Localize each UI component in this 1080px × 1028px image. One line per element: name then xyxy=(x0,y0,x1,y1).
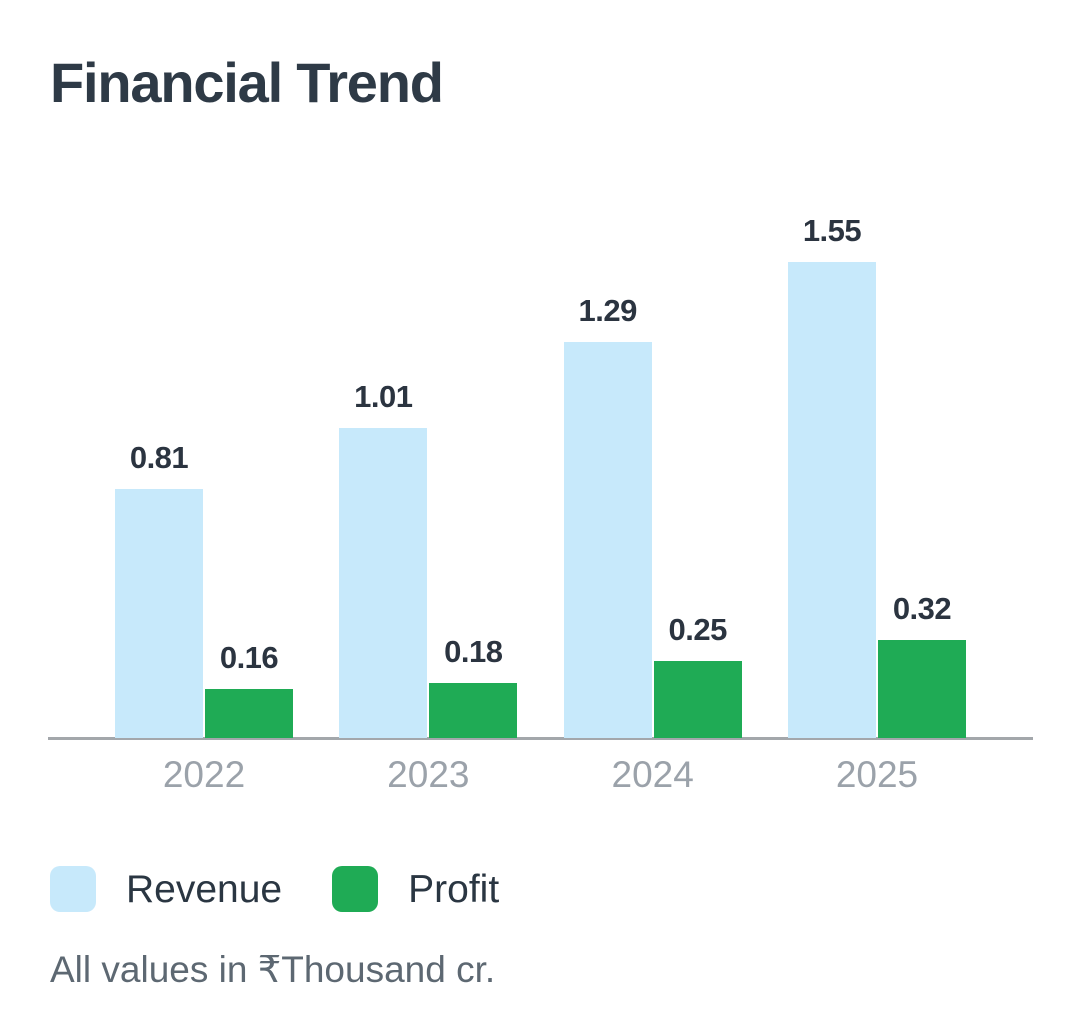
bar-profit-2024 xyxy=(653,661,742,738)
chart-title: Financial Trend xyxy=(50,51,444,114)
bar-value-label-profit-2023: 0.18 xyxy=(444,633,503,669)
bar-profit-2025 xyxy=(877,639,966,738)
chart-legend: Revenue Profit xyxy=(50,866,499,912)
units-note: All values in ₹Thousand cr. xyxy=(50,949,496,990)
legend-item-profit: Profit xyxy=(332,866,499,912)
bar-revenue-2025 xyxy=(787,262,876,738)
bar-profit-2023 xyxy=(429,682,518,738)
bar-revenue-2022 xyxy=(115,489,203,738)
bar-value-label-profit-2024: 0.25 xyxy=(668,612,727,648)
x-axis-label-2025: 2025 xyxy=(835,754,919,795)
x-axis-line xyxy=(48,737,1033,740)
bar-value-label-revenue-2023: 1.01 xyxy=(354,379,413,415)
bar-revenue-2023 xyxy=(339,428,428,738)
bar-profit-2022 xyxy=(205,688,293,738)
x-axis-label-2024: 2024 xyxy=(611,754,694,795)
bar-value-label-profit-2025: 0.32 xyxy=(892,590,952,626)
profit-swatch-icon xyxy=(332,866,379,912)
x-axis-label-2022: 2022 xyxy=(162,754,246,795)
x-axis-label-2023: 2023 xyxy=(387,754,470,795)
revenue-swatch-icon xyxy=(50,866,96,912)
bar-value-label-revenue-2022: 0.81 xyxy=(129,440,189,476)
bar-value-label-revenue-2025: 1.55 xyxy=(802,213,862,249)
legend-item-revenue: Revenue xyxy=(50,866,282,912)
bar-value-label-profit-2022: 0.16 xyxy=(219,639,279,675)
bar-value-label-revenue-2024: 1.29 xyxy=(578,293,637,329)
legend-label-profit: Profit xyxy=(408,867,500,911)
bar-chart-plot: 0.81 0.16 2022 1.01 0.18 2023 1.29 0.25 2024 1.55… xyxy=(48,200,1033,793)
legend-label-revenue: Revenue xyxy=(126,867,283,911)
bar-revenue-2024 xyxy=(563,342,652,738)
